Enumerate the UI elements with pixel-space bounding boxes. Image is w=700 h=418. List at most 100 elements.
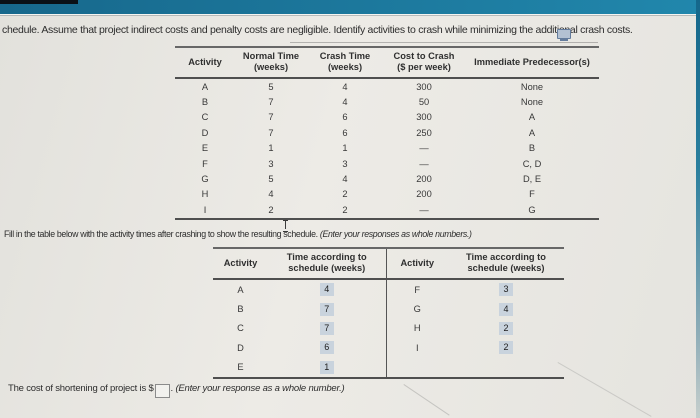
cell: 6 (342, 112, 348, 123)
activity-cell: A (237, 284, 244, 295)
table-row: H 4 2 200 F (175, 187, 599, 202)
time-input-h[interactable] (499, 321, 513, 335)
cell: D (201, 127, 209, 138)
cell: None (520, 81, 544, 92)
cell: — (419, 158, 429, 169)
glare-line (557, 362, 652, 417)
cell: None (520, 97, 544, 108)
cell: 7 (268, 97, 274, 108)
print-icon[interactable] (557, 29, 571, 41)
activity-cell: I (385, 338, 448, 358)
cell: G (201, 174, 209, 185)
header-row: Activity Normal Time (weeks) Crash Time (w… (175, 46, 599, 79)
cell: I (203, 204, 207, 215)
activity-cell: E (237, 362, 244, 373)
cell: — (419, 143, 429, 154)
cell: 4 (268, 189, 274, 200)
time-input-i[interactable] (499, 341, 513, 355)
header-row: Activity Time according to schedule (week… (213, 247, 564, 280)
table-row: E 1 1 — B (175, 141, 599, 156)
cell: 4 (342, 81, 348, 92)
schedule-table: Activity Time according to schedule (week… (213, 247, 564, 379)
time-input-g[interactable] (499, 302, 513, 316)
cell: A (528, 112, 536, 123)
column-header-activity-2: Activity (385, 247, 448, 280)
cell: 300 (416, 112, 432, 123)
time-input-a[interactable] (319, 283, 334, 297)
column-header-predecessors: Immediate Predecessor(s) (465, 46, 599, 79)
column-header-time-1: Time according to schedule (weeks) (268, 247, 386, 280)
time-input-c[interactable] (319, 321, 334, 335)
cell: E (201, 143, 209, 154)
cost-question-period: . (170, 383, 176, 394)
value-cell (268, 358, 386, 378)
value-cell (448, 279, 564, 299)
table-row: C H (213, 318, 564, 339)
value-cell (448, 319, 564, 338)
problem-statement: chedule. Assume that project indirect co… (2, 24, 633, 36)
table-row: I 2 2 — G (175, 202, 599, 218)
cell: — (419, 204, 429, 215)
cell: 300 (416, 81, 432, 92)
time-input-d[interactable] (319, 341, 334, 355)
cell: C (201, 112, 209, 123)
cell: G (528, 204, 536, 215)
time-input-b[interactable] (319, 302, 334, 316)
cell: 5 (268, 81, 274, 92)
activity-cell: B (237, 304, 244, 315)
fill-instruction: Fill in the table below with the activit… (4, 229, 472, 239)
window-edge (0, 0, 78, 4)
cell: F (202, 158, 208, 169)
cell: H (201, 189, 209, 200)
cell: 6 (342, 127, 348, 138)
cell: 1 (268, 143, 274, 154)
activity-cell (385, 357, 448, 378)
cell: 2 (342, 189, 348, 200)
text-cursor-icon (283, 220, 288, 232)
table-row: D 7 6 250 A (175, 125, 599, 140)
table-row: A 5 4 300 None (175, 78, 599, 94)
cell: 5 (268, 174, 274, 185)
cell: 7 (268, 112, 274, 123)
screen-edge-strip (696, 0, 700, 418)
table-row: B G (213, 299, 564, 319)
cell: A (201, 81, 209, 92)
activity-cell: H (385, 318, 448, 339)
activity-cell: F (385, 279, 448, 300)
cell: 2 (342, 204, 348, 215)
cost-input[interactable] (154, 384, 170, 398)
cell: 200 (416, 174, 432, 185)
cell: D, E (522, 174, 542, 185)
value-cell (268, 319, 386, 338)
crash-cost-table: Activity Normal Time (weeks) Crash Time (w… (175, 46, 599, 220)
value-cell (268, 279, 386, 299)
table-row: F 3 3 — C, D (175, 156, 599, 171)
time-input-f[interactable] (499, 283, 513, 297)
activity-cell: D (237, 342, 244, 353)
table-row: C 7 6 300 A (175, 110, 599, 125)
cost-question: The cost of shortening of project is $. … (8, 383, 345, 398)
column-header-activity: Activity (175, 46, 235, 79)
cell: 4 (342, 97, 348, 108)
activity-cell: C (237, 323, 244, 334)
value-cell (448, 338, 564, 357)
cell: 3 (268, 158, 274, 169)
cell: 7 (268, 127, 274, 138)
cell: 200 (416, 189, 432, 200)
table-row: E (213, 357, 564, 378)
activity-cell: G (385, 299, 448, 319)
table-row: D I (213, 338, 564, 358)
column-header-cost: Cost to Crash ($ per week) (383, 46, 465, 79)
cell: 50 (418, 97, 430, 108)
glare-line (403, 384, 450, 416)
table-shadow-line (290, 42, 598, 43)
column-header-time-2: Time according to schedule (weeks) (448, 247, 564, 280)
top-bar (0, 0, 700, 14)
cell: 1 (342, 143, 348, 154)
cell: C, D (522, 158, 542, 169)
cell: A (528, 127, 536, 138)
table-row: G 5 4 200 D, E (175, 171, 599, 186)
column-header-normal-time: Normal Time (weeks) (235, 46, 307, 79)
time-input-e[interactable] (319, 360, 334, 374)
cost-question-note: (Enter your response as a whole number.) (175, 383, 345, 394)
